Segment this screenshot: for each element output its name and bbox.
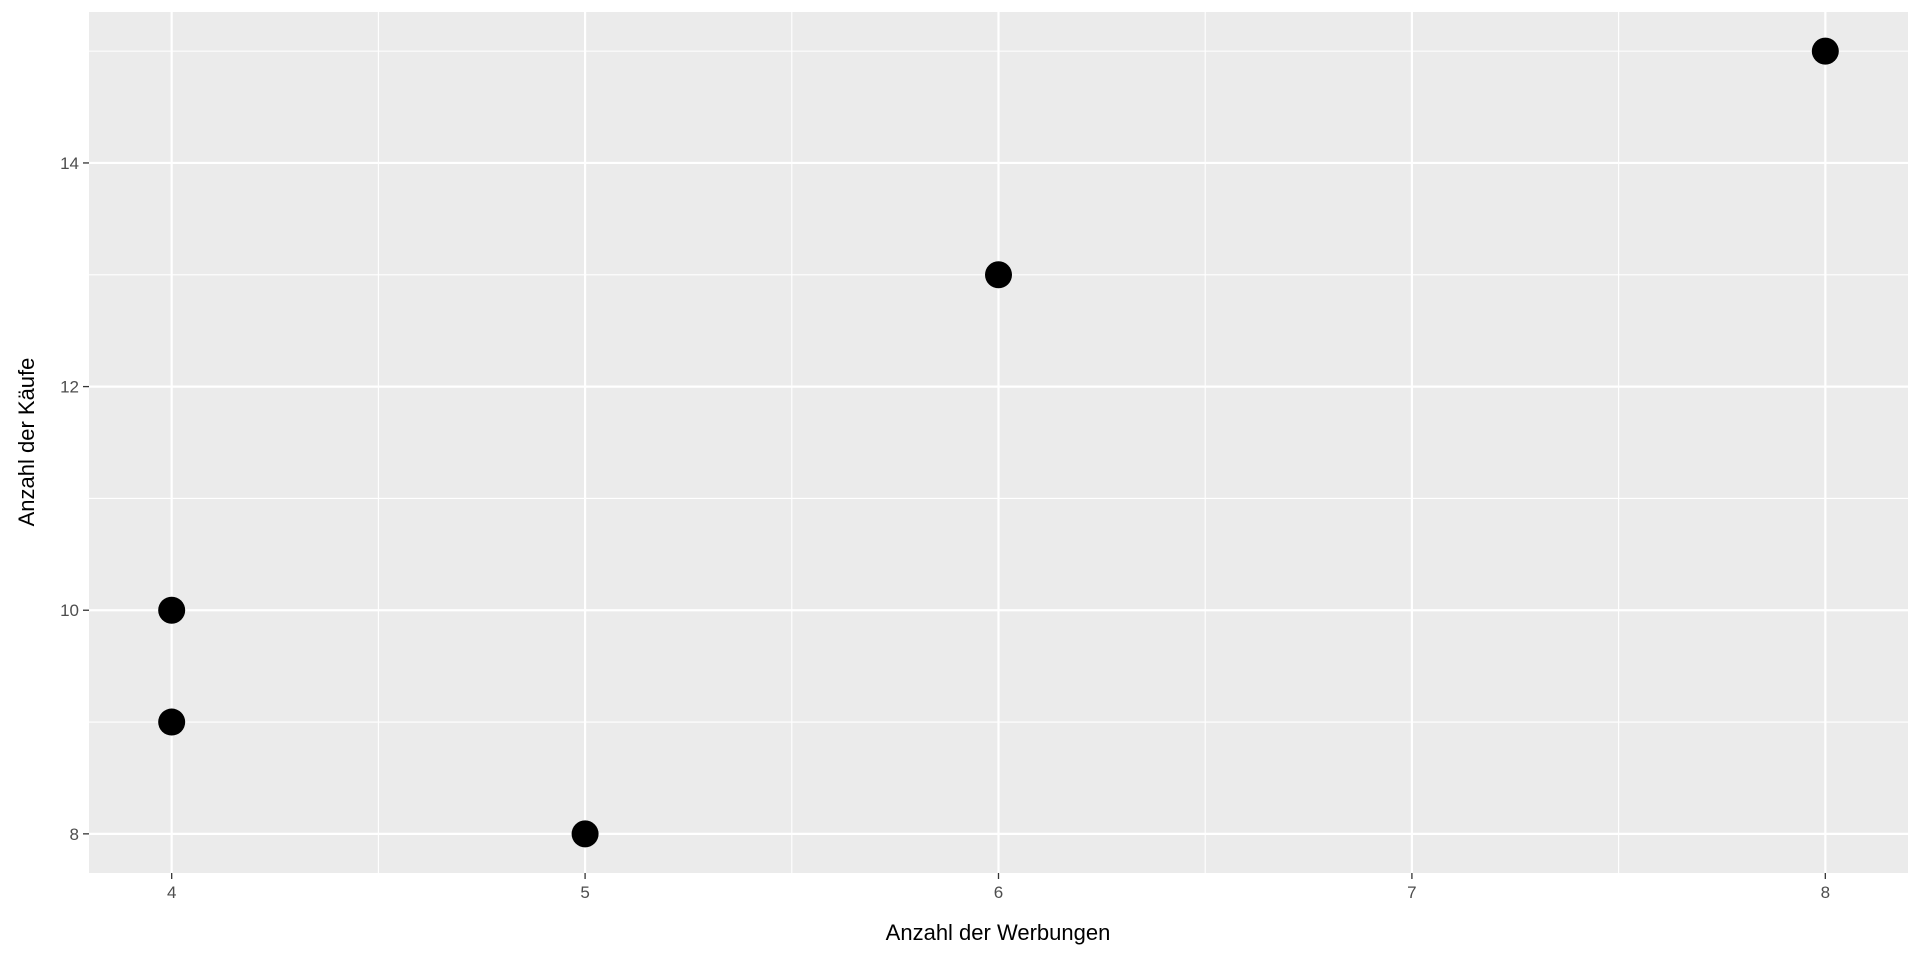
grid-lines (89, 12, 1908, 873)
y-axis-title: Anzahl der Käufe (14, 358, 39, 527)
data-point (985, 261, 1012, 289)
x-tick-label: 6 (994, 883, 1003, 902)
y-tick-label: 14 (60, 154, 79, 173)
x-axis: 4 5 6 7 8 (167, 873, 1830, 902)
y-tick-label: 8 (70, 825, 79, 844)
x-tick-label: 4 (167, 883, 176, 902)
x-tick-label: 7 (1407, 883, 1416, 902)
data-point (158, 596, 186, 624)
x-axis-title: Anzahl der Werbungen (886, 920, 1111, 945)
y-tick-label: 10 (60, 601, 79, 620)
y-axis: 8 10 12 14 (60, 154, 89, 844)
y-tick-label: 12 (60, 378, 79, 397)
data-point (158, 708, 186, 736)
x-tick-label: 5 (580, 883, 589, 902)
x-tick-label: 8 (1821, 883, 1830, 902)
data-point (571, 820, 599, 848)
data-point (1811, 37, 1839, 65)
points (158, 37, 1839, 848)
